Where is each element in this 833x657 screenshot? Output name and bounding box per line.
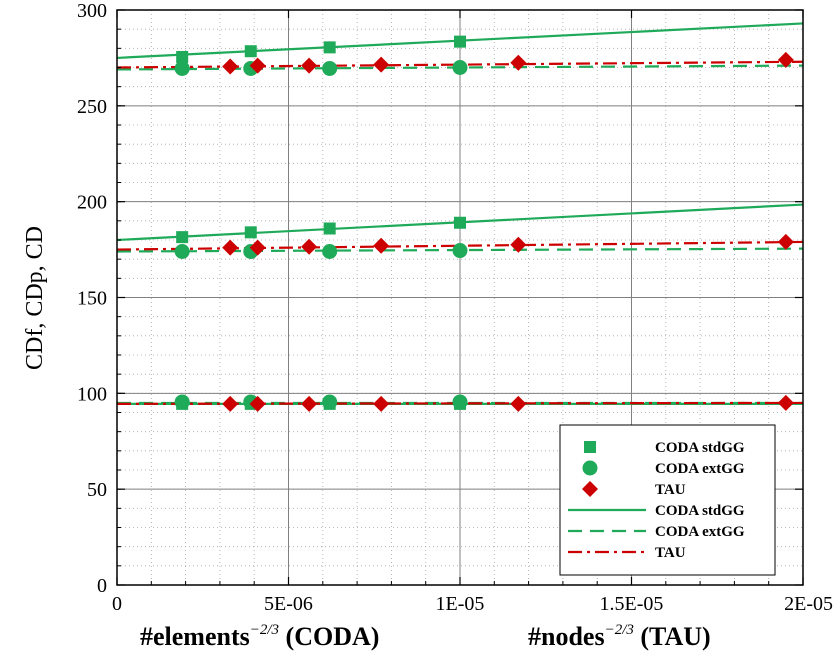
data-point: [777, 233, 794, 250]
data-point: [454, 216, 466, 229]
data-point: [323, 222, 336, 235]
data-point: [174, 394, 190, 410]
data-point: [510, 54, 527, 71]
legend-marker: [582, 460, 598, 476]
data-point: [452, 243, 468, 259]
legend-items: CODA stdGG CODA extGG TAU CODA stdGG CODA ex…: [568, 440, 745, 561]
legend-marker: [584, 441, 596, 453]
data-point: [777, 51, 794, 68]
data-point: [323, 41, 336, 54]
legend-label: CODA stdGG: [655, 440, 745, 456]
data-point: [373, 237, 390, 254]
data-point: [301, 238, 318, 255]
y-tick-label: 150: [77, 288, 107, 310]
x-title-tau: (TAU): [634, 622, 711, 651]
x-axis-title-tau: #nodes−2/3 (TAU): [528, 622, 711, 651]
data-point: [174, 244, 190, 259]
data-point: [244, 45, 257, 58]
legend-label: CODA extGG: [655, 461, 745, 477]
legend-label: CODA stdGG: [655, 503, 745, 519]
legend-label: TAU: [655, 482, 686, 498]
data-point: [222, 395, 239, 412]
data-point: [510, 236, 527, 253]
legend-marker: [582, 481, 598, 497]
data-point: [249, 395, 266, 412]
data-point: [176, 231, 189, 244]
y-tick-label: 300: [77, 0, 107, 22]
y-tick-label: 0: [97, 575, 107, 597]
x-axis-title: #elements−2/3 (CODA) #nodes−2/3 (TAU): [140, 622, 711, 651]
data-point: [301, 395, 318, 412]
y-tick-label: 250: [77, 96, 107, 118]
axis-labels: 0 5E-06 1E-05 1.5E-05 2E-05 0 50 100 150 200 250 30…: [77, 0, 833, 615]
data-point: [244, 226, 257, 239]
data-point: [222, 58, 239, 75]
legend-label: TAU: [655, 545, 686, 561]
legend: CODA stdGG CODA extGG TAU CODA stdGG CODA ex…: [559, 424, 776, 576]
data-point: [452, 60, 468, 75]
ticks: [116, 9, 804, 586]
x-title-nodes-exp: −2/3: [605, 622, 634, 638]
x-title-elements-exp: −2/3: [250, 622, 279, 638]
data-point: [322, 60, 338, 76]
data-point: [249, 57, 266, 74]
data-point: [510, 395, 527, 412]
x-tick-label: 0: [112, 593, 122, 615]
data-point: [777, 394, 794, 411]
data-point: [322, 394, 338, 410]
x-tick-label: 1.5E-05: [600, 593, 664, 615]
data-point: [249, 239, 266, 256]
y-tick-label: 50: [87, 479, 107, 501]
data-point: [454, 35, 466, 48]
legend-label: CODA extGG: [655, 524, 745, 540]
data-point: [174, 60, 190, 76]
data-point: [373, 56, 390, 73]
data-point: [322, 244, 338, 259]
x-title-nodes: #nodes: [528, 622, 605, 651]
x-tick-label: 1E-05: [436, 593, 485, 615]
x-title-elements: #elements: [140, 622, 250, 651]
data-point: [452, 394, 468, 410]
data-point: [222, 239, 239, 256]
data-point: [373, 395, 390, 412]
x-tick-label: 2E-05: [784, 593, 833, 615]
y-axis-title: CDf, CDp, CD: [22, 226, 48, 370]
series: [116, 22, 804, 412]
y-tick-label: 100: [77, 383, 107, 405]
x-title-coda: (CODA): [279, 622, 379, 651]
y-tick-label: 200: [77, 192, 107, 214]
data-point: [176, 50, 189, 63]
x-tick-label: 5E-06: [264, 593, 313, 615]
data-point: [301, 57, 318, 74]
x-axis-title-coda: #elements−2/3 (CODA): [140, 622, 379, 651]
